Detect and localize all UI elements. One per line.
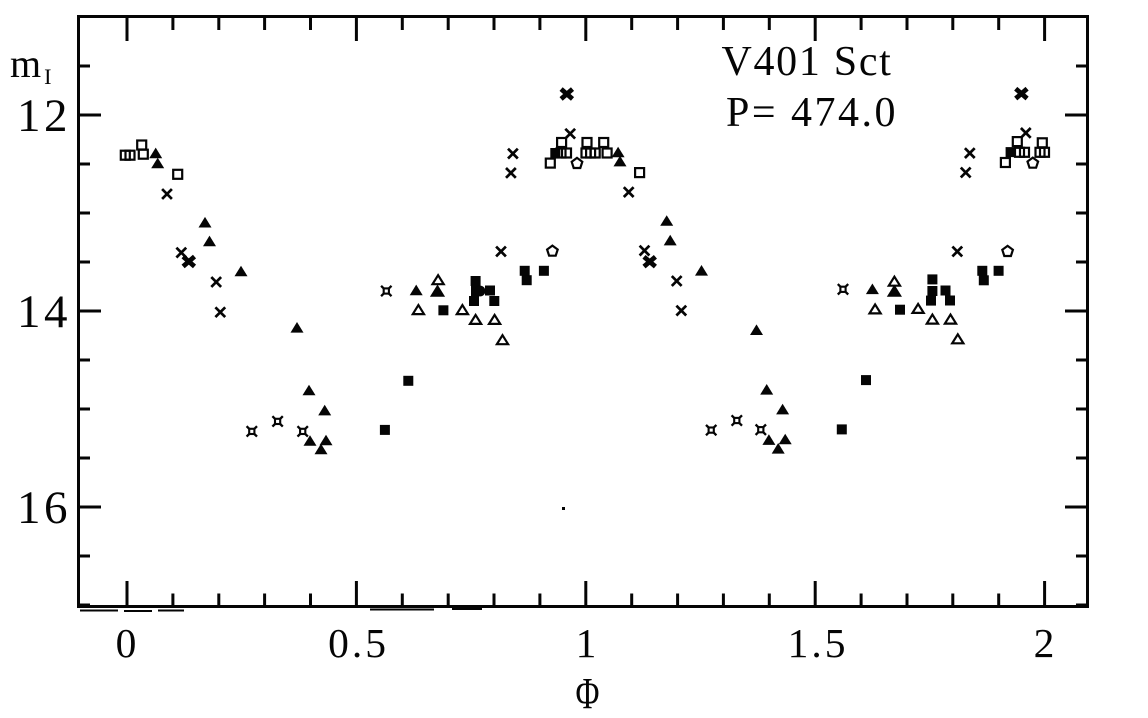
svg-text:12: 12: [17, 90, 71, 142]
svg-text:V401 Sct: V401 Sct: [721, 39, 892, 85]
svg-text:1.5: 1.5: [788, 620, 849, 666]
svg-text:P= 474.0: P= 474.0: [726, 90, 898, 136]
svg-text:16: 16: [17, 482, 71, 534]
svg-text:14: 14: [17, 286, 71, 338]
svg-text:0: 0: [116, 620, 137, 666]
svg-text:2: 2: [1034, 620, 1055, 666]
svg-text:1: 1: [576, 620, 597, 666]
svg-text:0.5: 0.5: [328, 620, 389, 666]
svg-text:Φ: Φ: [576, 668, 600, 718]
